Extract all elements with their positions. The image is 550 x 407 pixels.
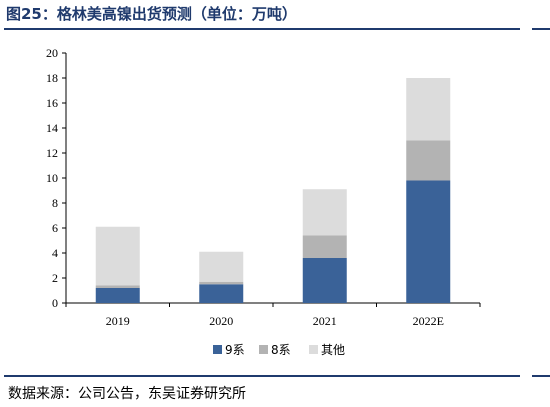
x-tick-label: 2020 (209, 314, 233, 328)
bar-其他-2019 (95, 226, 140, 286)
title-divider (4, 28, 520, 30)
x-tick-label: 2021 (313, 314, 337, 328)
bar-9系-2021 (302, 258, 347, 303)
source-divider-tail (532, 375, 550, 377)
bar-其他-2021 (302, 189, 347, 236)
y-tick-label: 16 (46, 96, 58, 110)
y-tick-label: 18 (46, 71, 58, 85)
y-tick-label: 0 (52, 296, 58, 310)
legend-swatch (309, 345, 318, 354)
title-divider-tail (532, 28, 550, 30)
bar-其他-2022E (406, 78, 451, 141)
x-tick-label: 2022E (413, 314, 444, 328)
y-tick-label: 12 (46, 146, 58, 160)
x-tick-label: 2019 (106, 314, 130, 328)
y-tick-label: 2 (52, 271, 58, 285)
bar-8系-2019 (95, 285, 140, 288)
bar-8系-2022E (406, 140, 451, 181)
bar-9系-2022E (406, 180, 451, 303)
bar-其他-2020 (199, 251, 244, 282)
bar-8系-2021 (302, 235, 347, 258)
figure-title: 图25：格林美高镍出货预测（单位：万吨） (6, 5, 297, 23)
y-tick-label: 10 (46, 171, 58, 185)
legend-label: 8系 (271, 343, 291, 357)
legend-swatch (213, 345, 222, 354)
y-tick-label: 6 (52, 221, 58, 235)
y-tick-label: 8 (52, 196, 58, 210)
legend: 9系 8系 其他 (213, 343, 345, 357)
legend-label: 其他 (321, 343, 345, 357)
legend-label: 9系 (225, 343, 245, 357)
stacked-bar-chart: 0 2 4 6 8 10 12 14 16 18 20 2019 2020 2021 2022E 9系 8系 其他 (46, 46, 481, 357)
bar-8系-2020 (199, 281, 244, 285)
bar-9系-2020 (199, 284, 244, 303)
data-source: 数据来源：公司公告，东吴证券研究所 (8, 386, 246, 402)
bar-9系-2019 (95, 288, 140, 303)
y-tick-label: 20 (46, 46, 58, 60)
y-tick-label: 4 (52, 246, 58, 260)
legend-swatch (259, 345, 268, 354)
source-divider (4, 375, 520, 377)
y-tick-label: 14 (46, 121, 58, 135)
